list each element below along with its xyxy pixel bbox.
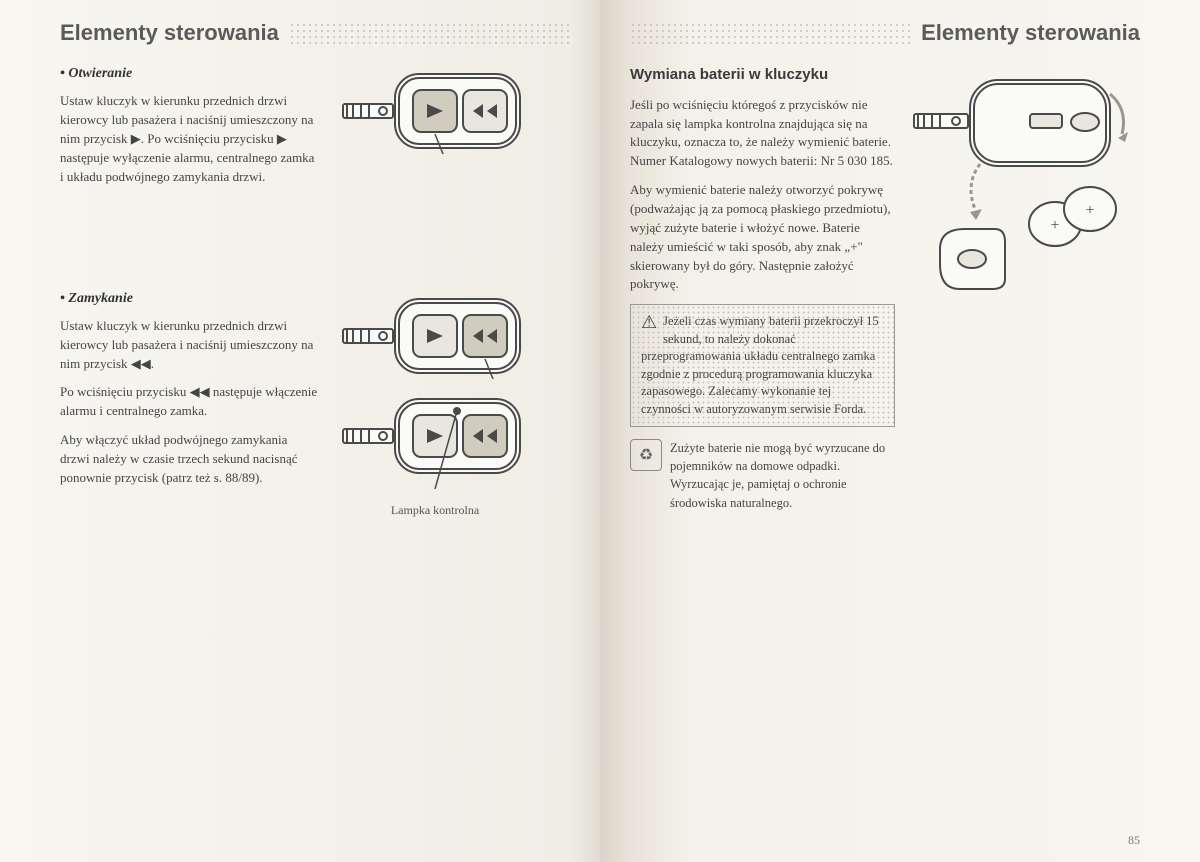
page-number: 85 [1128,833,1140,848]
right-header: Elementy sterowania [630,20,1140,46]
keyfob-lamp-icon [335,389,535,489]
battery-text: Wymiana baterii w kluczyku Jeśli po wciś… [630,64,895,512]
left-page: Elementy sterowania Otwieranie Ustaw klu… [0,0,600,862]
battery-title: Wymiana baterii w kluczyku [630,64,895,86]
closing-illustration: Lampka kontrolna [335,289,535,518]
warning-box: ⚠ Jeżeli czas wymiany baterii przekroczy… [630,304,895,427]
closing-para1: Ustaw kluczyk w kierunku przednich drzwi… [60,317,320,374]
closing-text: Zamykanie Ustaw kluczyk w kierunku przed… [60,289,320,518]
section-opening: Otwieranie Ustaw kluczyk w kierunku prze… [60,64,570,197]
opening-heading: Otwieranie [60,64,320,84]
opening-illustration [335,64,535,197]
keyfob-close-icon [335,289,535,379]
battery-section: Wymiana baterii w kluczyku Jeśli po wciś… [630,64,1140,512]
svg-text:+: + [1085,202,1094,219]
spacer [60,209,570,289]
closing-para3: Aby włączyć układ podwójnego zamykania d… [60,431,320,488]
keyfob-open-icon [335,64,535,154]
warning-text: Jeżeli czas wymiany baterii przekroczył … [641,314,879,416]
recycle-note: ♻ Zużyte baterie nie mogą być wyrzucane … [630,439,895,512]
closing-heading: Zamykanie [60,289,320,309]
battery-para2: Aby wymienić baterie należy otworzyć pok… [630,181,895,294]
recycle-text: Zużyte baterie nie mogą być wyrzucane do… [670,439,895,512]
header-dots-right [630,22,911,44]
header-dots [289,22,570,44]
recycle-icon: ♻ [630,439,662,471]
right-header-title: Elementy sterowania [921,20,1140,46]
right-page: Elementy sterowania Wymiana baterii w kl… [600,0,1200,862]
opening-para: Ustaw kluczyk w kierunku przednich drzwi… [60,92,320,186]
left-header-title: Elementy sterowania [60,20,279,46]
warning-triangle-icon: ⚠ [641,313,657,331]
left-header: Elementy sterowania [60,20,570,46]
section-closing: Zamykanie Ustaw kluczyk w kierunku przed… [60,289,570,518]
battery-replace-icon: + + [910,64,1140,304]
battery-para1: Jeśli po wciśnięciu któregoś z przyciskó… [630,96,895,171]
battery-illustration: + + [910,64,1140,512]
opening-text: Otwieranie Ustaw kluczyk w kierunku prze… [60,64,320,197]
closing-para2: Po wciśnięciu przycisku ◀◀ następuje włą… [60,383,320,421]
svg-text:+: + [1050,217,1059,234]
lamp-caption: Lampka kontrolna [391,503,479,518]
